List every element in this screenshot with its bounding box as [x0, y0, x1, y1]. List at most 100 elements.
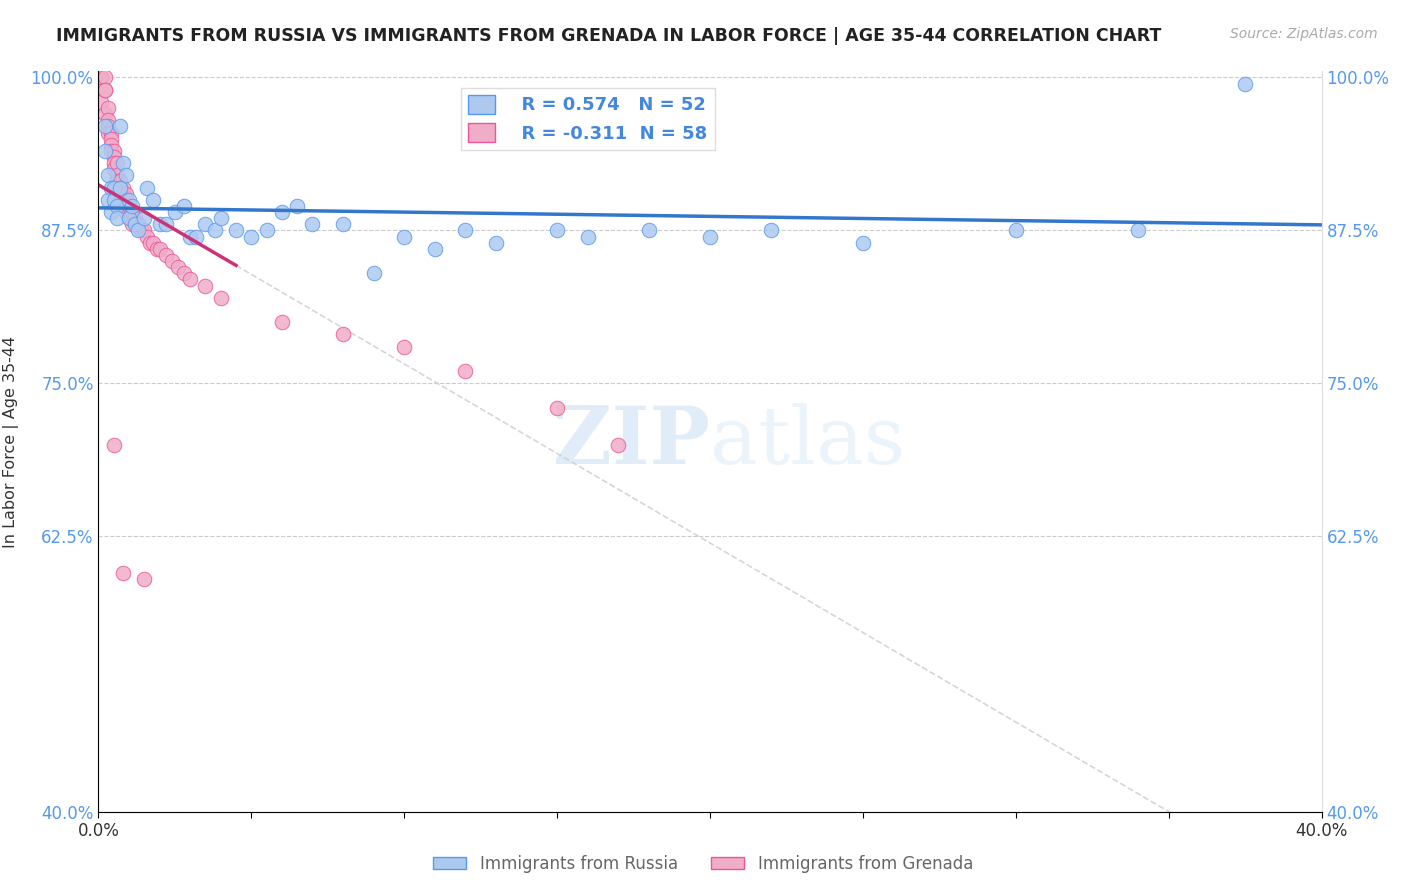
Point [134, 223, 156, 237]
Point [607, 437, 630, 451]
Point [100, 126, 122, 140]
Point [105, 180, 128, 194]
Point [1234, 77, 1257, 91]
Point [111, 156, 134, 170]
Point [173, 199, 195, 213]
Point [852, 235, 875, 250]
Point [115, 169, 138, 183]
Point [100, 131, 122, 145]
Point [124, 217, 146, 231]
Text: IMMIGRANTS FROM RUSSIA VS IMMIGRANTS FROM GRENADA IN LABOR FORCE | AGE 35-44 COR: IMMIGRANTS FROM RUSSIA VS IMMIGRANTS FRO… [56, 27, 1161, 45]
Point [93, 107, 115, 121]
Point [111, 199, 134, 213]
Point [155, 248, 177, 262]
Point [149, 217, 172, 231]
Point [485, 235, 508, 250]
Point [103, 162, 125, 177]
Point [121, 205, 143, 219]
Point [103, 180, 125, 194]
Point [108, 193, 131, 207]
Point [134, 572, 156, 586]
Point [179, 229, 201, 244]
Point [103, 193, 125, 207]
Point [149, 242, 172, 256]
Point [97, 101, 120, 115]
Point [118, 199, 141, 213]
Point [1128, 223, 1150, 237]
Point [118, 193, 141, 207]
Point [134, 211, 156, 226]
Point [100, 137, 122, 152]
Point [124, 211, 146, 226]
Point [103, 144, 125, 158]
Point [121, 199, 143, 213]
Point [204, 223, 226, 237]
Point [105, 211, 128, 226]
Point [1004, 223, 1026, 237]
Point [108, 120, 131, 134]
Point [115, 186, 138, 201]
Point [103, 156, 125, 170]
Point [111, 566, 134, 580]
Point [100, 205, 122, 219]
Point [103, 437, 125, 451]
Point [103, 150, 125, 164]
Point [97, 126, 120, 140]
Point [108, 180, 131, 194]
Point [108, 174, 131, 188]
Point [118, 211, 141, 226]
Point [100, 180, 122, 194]
Point [392, 229, 416, 244]
Point [256, 223, 278, 237]
Point [454, 223, 477, 237]
Point [454, 364, 477, 378]
Point [129, 223, 152, 237]
Legend:   R = 0.574   N = 52,   R = -0.311  N = 58: R = 0.574 N = 52, R = -0.311 N = 58 [461, 87, 714, 150]
Point [136, 229, 159, 244]
Point [108, 180, 131, 194]
Point [546, 401, 568, 415]
Point [225, 223, 247, 237]
Text: Source: ZipAtlas.com: Source: ZipAtlas.com [1230, 27, 1378, 41]
Point [111, 180, 134, 194]
Point [301, 217, 323, 231]
Point [167, 260, 190, 275]
Point [127, 223, 149, 237]
Point [194, 278, 217, 293]
Point [93, 70, 115, 85]
Text: atlas: atlas [710, 402, 905, 481]
Point [194, 217, 217, 231]
Point [270, 315, 292, 329]
Point [139, 235, 162, 250]
Point [142, 235, 165, 250]
Point [637, 223, 661, 237]
Point [145, 242, 167, 256]
Point [111, 186, 134, 201]
Point [209, 291, 232, 305]
Point [209, 211, 232, 226]
Point [115, 205, 138, 219]
Point [363, 266, 385, 280]
Point [285, 199, 308, 213]
Point [90, 70, 112, 85]
Point [121, 217, 143, 231]
Point [97, 113, 120, 128]
Point [97, 193, 120, 207]
Point [93, 83, 115, 97]
Point [90, 70, 112, 85]
Point [186, 229, 208, 244]
Point [115, 193, 138, 207]
Point [699, 229, 721, 244]
Point [127, 217, 149, 231]
Point [163, 205, 186, 219]
Point [160, 254, 183, 268]
Point [155, 217, 177, 231]
Point [105, 156, 128, 170]
Point [136, 180, 159, 194]
Legend: Immigrants from Russia, Immigrants from Grenada: Immigrants from Russia, Immigrants from … [426, 848, 980, 880]
Point [392, 340, 416, 354]
Point [270, 205, 292, 219]
Point [97, 120, 120, 134]
Point [105, 174, 128, 188]
Point [332, 217, 354, 231]
